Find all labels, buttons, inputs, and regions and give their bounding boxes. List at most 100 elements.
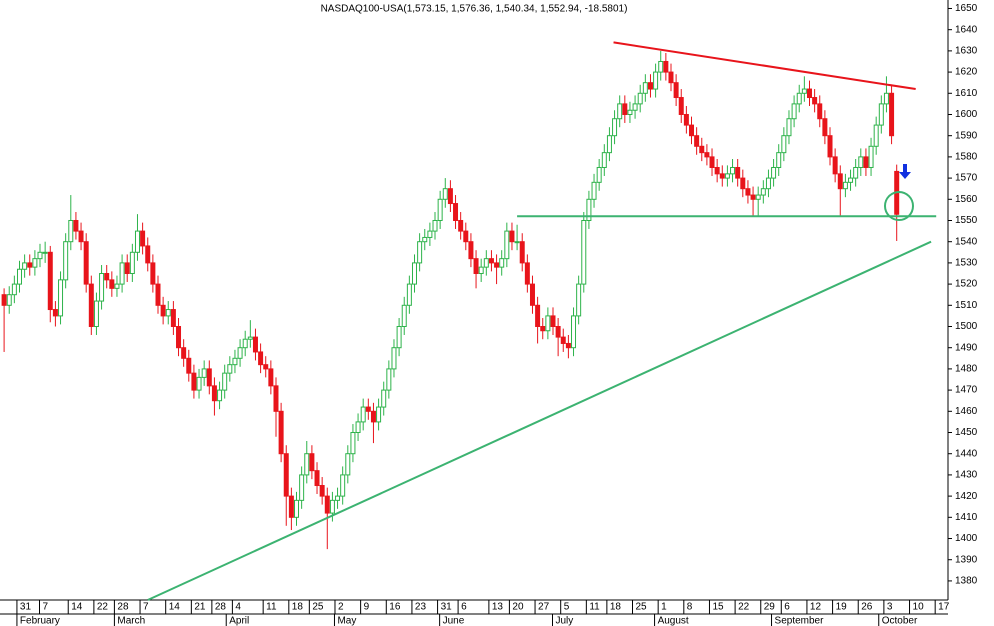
month-label: July: [555, 616, 573, 626]
candle-body: [6, 294, 12, 306]
candle-body: [340, 474, 346, 497]
y-tick-label: 1420: [955, 491, 978, 502]
candle-body: [550, 315, 556, 328]
candle-body: [606, 135, 612, 154]
candle-body: [191, 372, 197, 391]
candle-body: [196, 376, 202, 391]
candle-body: [63, 241, 69, 281]
candle-body: [145, 245, 151, 264]
x-tick-label: 28: [215, 602, 227, 613]
candle-body: [786, 118, 792, 137]
x-tick-label: 26: [861, 602, 873, 613]
candle-body: [560, 336, 566, 344]
y-tick-label: 1430: [955, 470, 978, 481]
candle-body: [622, 103, 628, 115]
candle-body: [868, 145, 874, 168]
candle-body: [345, 453, 351, 476]
candle-body: [124, 262, 130, 274]
x-tick-label: 21: [194, 602, 206, 613]
x-tick-label: 28: [117, 602, 129, 613]
candle-body: [283, 453, 289, 497]
candle-body: [258, 351, 264, 366]
candle-body: [232, 357, 238, 366]
candle-body: [263, 364, 269, 370]
candle-body: [468, 241, 474, 260]
x-tick-label: 13: [492, 602, 504, 613]
candle-body: [42, 251, 48, 254]
candle-body: [812, 97, 818, 105]
candle-body: [478, 266, 484, 274]
candle-body: [268, 368, 274, 387]
candle-body: [381, 389, 387, 408]
y-tick-label: 1630: [955, 46, 978, 57]
x-tick-label: 31: [20, 602, 32, 613]
month-label: August: [658, 616, 689, 626]
candle-body: [201, 368, 207, 378]
candle-body: [494, 262, 500, 268]
y-tick-label: 1590: [955, 130, 978, 141]
candle-body: [247, 336, 253, 340]
y-tick-label: 1490: [955, 342, 978, 353]
candle-body: [822, 118, 828, 137]
candle-body: [211, 385, 217, 402]
candle-body: [422, 236, 428, 243]
candle-body: [576, 283, 582, 317]
candle-body: [591, 181, 597, 200]
x-tick-label: 7: [43, 602, 49, 613]
candle-body: [473, 258, 479, 274]
candle-body: [642, 82, 648, 94]
x-tick-label: 23: [415, 602, 427, 613]
candle-body: [529, 283, 535, 306]
candle-body: [714, 166, 720, 175]
candle-body: [586, 198, 592, 221]
x-tick-label: 20: [512, 602, 524, 613]
x-tick-label: 5: [564, 602, 570, 613]
x-tick-label: 27: [538, 602, 550, 613]
y-tick-label: 1400: [955, 533, 978, 544]
candle-body: [699, 145, 705, 154]
candle-body: [765, 177, 771, 190]
y-tick-label: 1650: [955, 3, 978, 14]
month-label: February: [20, 616, 60, 626]
candle-body: [883, 92, 889, 105]
candle-body: [709, 156, 715, 168]
plot: [1, 50, 900, 550]
candle-body: [114, 283, 120, 289]
candle-body: [160, 304, 166, 317]
candle-body: [252, 336, 258, 353]
candle-body: [673, 82, 679, 99]
candle-body: [509, 230, 515, 243]
y-tick-label: 1480: [955, 364, 978, 375]
candle-body: [483, 258, 489, 268]
y-tick-label: 1530: [955, 258, 978, 269]
candle-body: [458, 219, 464, 232]
candle-body: [627, 109, 633, 115]
candle-body: [237, 347, 243, 359]
y-tick-label: 1410: [955, 512, 978, 523]
candle-body: [545, 315, 551, 332]
candle-body: [227, 364, 233, 374]
y-tick-label: 1510: [955, 300, 978, 311]
candle-body: [596, 166, 602, 183]
candle-body: [360, 406, 366, 423]
x-tick-label: 18: [610, 602, 622, 613]
candle-body: [68, 219, 74, 243]
y-tick-label: 1470: [955, 385, 978, 396]
candle-body: [704, 152, 710, 158]
candle-body: [329, 499, 335, 514]
candle-body: [555, 326, 561, 338]
x-tick-label: 7: [143, 602, 149, 613]
candle-body: [571, 315, 577, 349]
x-tick-label: 25: [312, 602, 324, 613]
x-tick-label: 8: [687, 602, 693, 613]
candle-body: [848, 177, 854, 183]
candle-body: [119, 262, 125, 285]
x-tick-label: 1: [661, 602, 667, 613]
candle-body: [601, 152, 607, 168]
candle-body: [165, 309, 171, 317]
candle-body: [386, 368, 392, 391]
candle-body: [176, 326, 182, 349]
month-label: April: [229, 616, 249, 626]
